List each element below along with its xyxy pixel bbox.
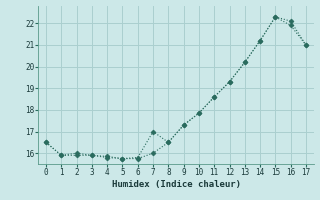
X-axis label: Humidex (Indice chaleur): Humidex (Indice chaleur)	[111, 180, 241, 189]
